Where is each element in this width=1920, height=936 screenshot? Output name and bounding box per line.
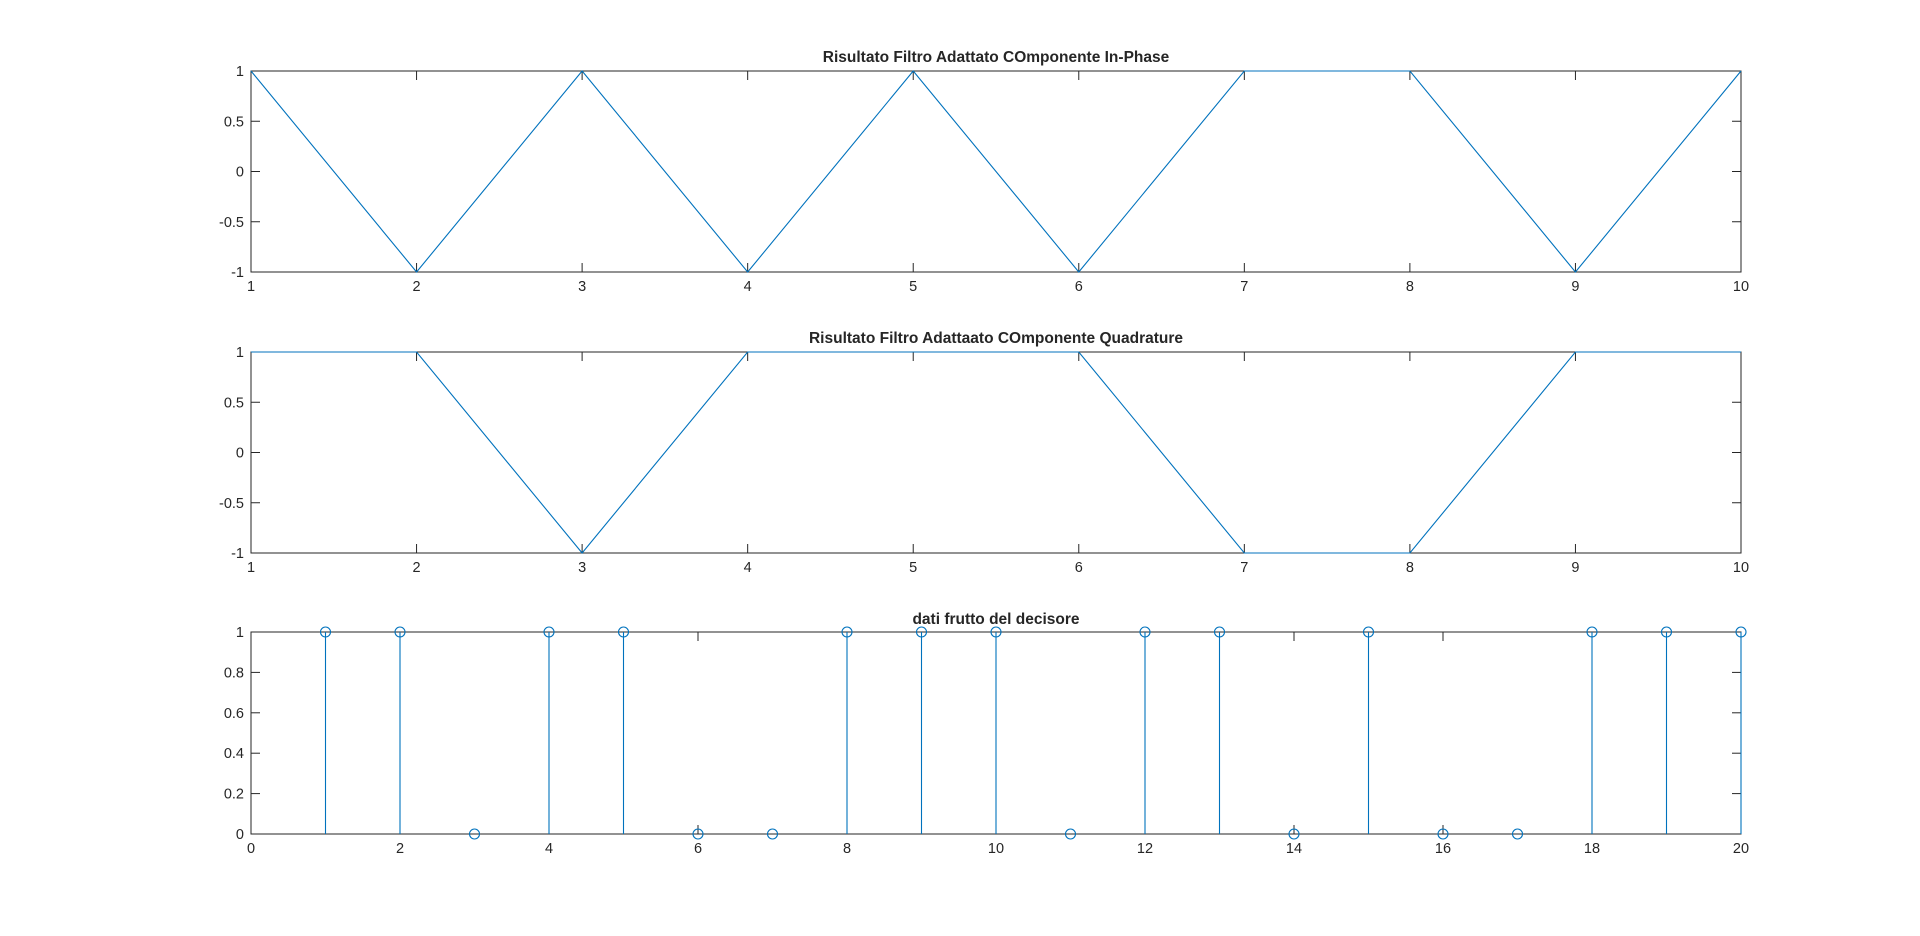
stem-marker	[990, 626, 1002, 638]
stem-marker	[468, 828, 481, 840]
stem-marker	[1735, 626, 1747, 638]
y-tick-label: -0.5	[219, 496, 244, 512]
x-tick-label: 10	[1733, 560, 1749, 576]
y-tick-labels: 1 0.8 0.6 0.4 0.2 0	[224, 625, 244, 843]
y-tick-label: -1	[231, 546, 244, 562]
x-tick-label: 9	[1571, 560, 1579, 576]
x-tick-label: 7	[1240, 560, 1248, 576]
y-tick-label: 0	[236, 446, 244, 462]
x-tick-label: 18	[1584, 841, 1600, 857]
series-marks	[250, 70, 1742, 273]
x-tick-label: 3	[578, 560, 586, 576]
x-tick-label: 7	[1240, 279, 1248, 295]
stem-marker	[1064, 828, 1077, 840]
x-tick-label: 5	[909, 560, 917, 576]
stem-marker	[1288, 828, 1300, 840]
series-line	[251, 351, 1741, 554]
x-tick-label: 12	[1137, 841, 1153, 857]
x-tick-label: 2	[413, 279, 421, 295]
x-tick-labels: 0 2 4 6 8 10 12 14 16 18 20	[247, 841, 1749, 857]
stem-marker	[1437, 828, 1449, 840]
x-tick-label: 2	[413, 560, 421, 576]
y-tick-label: 0.6	[224, 706, 244, 722]
x-tick-label: 8	[1406, 560, 1414, 576]
x-tick-label: 6	[694, 841, 702, 857]
x-tick-label: 8	[843, 841, 851, 857]
x-tick-label: 5	[909, 279, 917, 295]
y-tick-label: 1	[236, 64, 244, 80]
x-tick-label: 2	[396, 841, 404, 857]
stem-marker	[1139, 626, 1151, 638]
tick-marks	[250, 70, 1742, 273]
y-tick-label: 0	[236, 165, 244, 181]
stem-marker	[543, 626, 555, 638]
stem-marker	[394, 626, 406, 638]
x-tick-label: 20	[1733, 841, 1749, 857]
x-tick-label: 10	[988, 841, 1004, 857]
subplot-quadrature: Risultato Filtro Adattaato COmponente Qu…	[219, 330, 1749, 576]
x-tick-labels: 1 2 3 4 5 6 7 8 9 10	[247, 279, 1749, 295]
stem-marker	[766, 828, 779, 840]
y-tick-label: -1	[231, 265, 244, 281]
x-tick-label: 4	[744, 279, 752, 295]
x-tick-label: 10	[1733, 279, 1749, 295]
subplot-title: dati frutto del decisore	[912, 611, 1079, 628]
y-tick-label: 0.2	[224, 787, 244, 803]
stem-marker	[1511, 828, 1524, 840]
x-tick-labels: 1 2 3 4 5 6 7 8 9 10	[247, 560, 1749, 576]
x-tick-label: 0	[247, 841, 255, 857]
x-tick-label: 4	[545, 841, 553, 857]
stem-marker	[319, 626, 332, 638]
stem-marker	[617, 626, 630, 638]
y-tick-labels: 1 0.5 0 -0.5 -1	[219, 64, 244, 281]
x-tick-label: 3	[578, 279, 586, 295]
axes-box	[250, 351, 1742, 554]
x-tick-label: 4	[744, 560, 752, 576]
subplot-title: Risultato Filtro Adattaato COmponente Qu…	[809, 330, 1183, 347]
x-tick-label: 1	[247, 560, 255, 576]
series-marks	[319, 626, 1747, 840]
y-tick-label: 0.8	[224, 665, 244, 681]
stem-marker	[1586, 626, 1598, 638]
x-tick-label: 6	[1075, 560, 1083, 576]
subplot-decisore: dati frutto del decisore 0 2 4 6 8 10 12 14 16 18…	[224, 611, 1749, 857]
x-tick-label: 8	[1406, 279, 1414, 295]
x-tick-label: 9	[1571, 279, 1579, 295]
x-tick-label: 14	[1286, 841, 1302, 857]
stem-marker	[692, 828, 704, 840]
y-tick-label: 0	[236, 827, 244, 843]
subplot-in-phase: Risultato Filtro Adattato COmponente In-…	[219, 49, 1749, 295]
y-tick-label: -0.5	[219, 215, 244, 231]
y-tick-label: 1	[236, 625, 244, 641]
stem-marker	[1213, 626, 1226, 638]
y-tick-label: 0.4	[224, 746, 244, 762]
subplot-title: Risultato Filtro Adattato COmponente In-…	[823, 49, 1170, 66]
series-marks	[251, 351, 1741, 554]
stem-marker	[1362, 626, 1375, 638]
y-tick-label: 0.5	[224, 395, 244, 411]
y-tick-label: 0.5	[224, 114, 244, 130]
series-line	[250, 70, 1742, 273]
x-tick-label: 1	[247, 279, 255, 295]
y-tick-label: 1	[236, 345, 244, 361]
y-tick-labels: 1 0.5 0 -0.5 -1	[219, 345, 244, 562]
x-tick-label: 16	[1435, 841, 1451, 857]
stem-marker	[915, 626, 928, 638]
stem-marker	[1660, 626, 1673, 638]
x-tick-label: 6	[1075, 279, 1083, 295]
stem-marker	[841, 626, 853, 638]
